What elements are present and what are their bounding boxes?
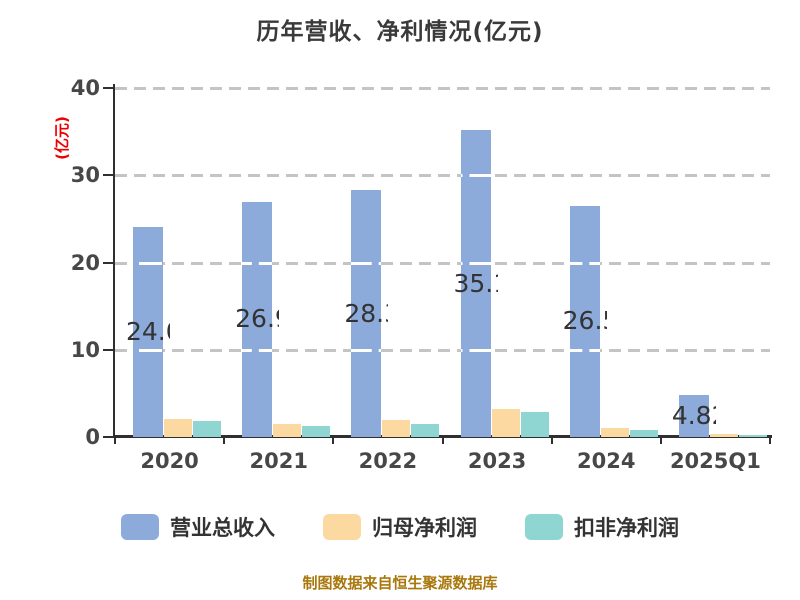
y-tick-label: 0 xyxy=(85,425,100,449)
legend-swatch-revenue xyxy=(121,514,159,540)
bar-s1-c3 xyxy=(491,409,520,437)
bar-s0-c2 xyxy=(351,190,382,437)
y-axis-spine xyxy=(113,84,115,437)
x-axis-spine xyxy=(113,435,772,438)
legend: 营业总收入 归母净利润 扣非净利润 xyxy=(0,512,800,542)
bar-s2-c0 xyxy=(193,421,221,437)
legend-item-net-profit: 归母净利润 xyxy=(323,512,477,542)
bar-s2-c5 xyxy=(738,434,767,437)
bar-value-label: 26.51 xyxy=(562,306,607,336)
gridline-30 xyxy=(115,174,770,178)
legend-item-deducted-profit: 扣非净利润 xyxy=(525,512,679,542)
bar-s2-c1 xyxy=(302,425,331,437)
legend-label-deducted-profit: 扣非净利润 xyxy=(574,516,679,540)
bar-s1-c2 xyxy=(382,420,411,437)
gridline-overlay-10 xyxy=(242,348,273,352)
y-tick-label: 40 xyxy=(70,76,100,100)
plot-area xyxy=(115,84,770,437)
x-tick-1 xyxy=(223,437,226,444)
gridline-overlay-20 xyxy=(242,261,273,265)
legend-label-net-profit: 归母净利润 xyxy=(372,516,477,540)
y-tick-label: 30 xyxy=(70,163,100,188)
bar-s0-c5 xyxy=(678,394,709,437)
x-tick-label-2020: 2020 xyxy=(140,449,199,473)
gridline-overlay-10 xyxy=(133,348,163,352)
bar-value-label: 4.82 xyxy=(671,400,716,430)
y-tick-label: 20 xyxy=(70,250,100,275)
bar-s1-c1 xyxy=(273,423,302,437)
x-tick-5 xyxy=(659,437,662,444)
bar-value-label: 26.99 xyxy=(235,304,279,334)
x-tick-6 xyxy=(769,437,771,444)
bar-s2-c2 xyxy=(411,423,440,437)
x-tick-label-2025Q1: 2025Q1 xyxy=(669,449,761,473)
x-tick-label-2023: 2023 xyxy=(467,449,527,473)
y-tick-label: 10 xyxy=(70,337,100,362)
gridline-overlay-20 xyxy=(460,261,491,265)
gridline-20 xyxy=(115,261,770,265)
chart-title: 历年营收、净利情况(亿元) xyxy=(256,19,544,45)
gridline-overlay-20 xyxy=(351,261,382,265)
x-tick-label-2021: 2021 xyxy=(249,449,308,473)
gridline-overlay-10 xyxy=(351,348,382,352)
legend-swatch-deducted-profit xyxy=(525,514,563,540)
y-tick-20 xyxy=(103,261,113,264)
x-tick-label-2024: 2024 xyxy=(577,449,636,473)
gridline-overlay-20 xyxy=(133,261,163,265)
x-tick-4 xyxy=(550,437,553,444)
bar-value-label: 28.30 xyxy=(344,298,388,328)
x-tick-3 xyxy=(441,437,444,444)
chart-footer: 制图数据来自恒生聚源数据库 xyxy=(302,574,498,592)
bar-s1-c5 xyxy=(709,434,738,437)
gridline-overlay-10 xyxy=(569,348,600,352)
gridline-overlay-10 xyxy=(460,348,491,352)
legend-item-revenue: 营业总收入 xyxy=(121,512,275,542)
gridline-40 xyxy=(115,87,770,90)
y-tick-0 xyxy=(103,436,113,438)
legend-swatch-net-profit xyxy=(323,514,361,540)
legend-label-revenue: 营业总收入 xyxy=(170,516,275,540)
bar-s1-c0 xyxy=(164,418,192,437)
bar-value-label: 24.06 xyxy=(126,317,170,347)
y-tick-30 xyxy=(103,174,113,177)
bar-value-label: 35.15 xyxy=(453,268,498,298)
bar-s0-c3 xyxy=(460,130,491,437)
bar-s0-c1 xyxy=(242,201,273,437)
x-tick-0 xyxy=(114,437,116,444)
bar-s1-c4 xyxy=(600,428,629,437)
gridline-10 xyxy=(115,348,770,352)
bar-s0-c4 xyxy=(569,205,600,437)
bar-s2-c3 xyxy=(520,411,549,437)
gridline-overlay-20 xyxy=(569,261,600,265)
y-tick-10 xyxy=(103,348,113,351)
x-tick-2 xyxy=(332,437,335,444)
x-tick-label-2022: 2022 xyxy=(358,449,418,473)
bar-s2-c4 xyxy=(629,430,658,437)
y-tick-40 xyxy=(103,87,113,89)
gridline-overlay-30 xyxy=(460,174,491,178)
